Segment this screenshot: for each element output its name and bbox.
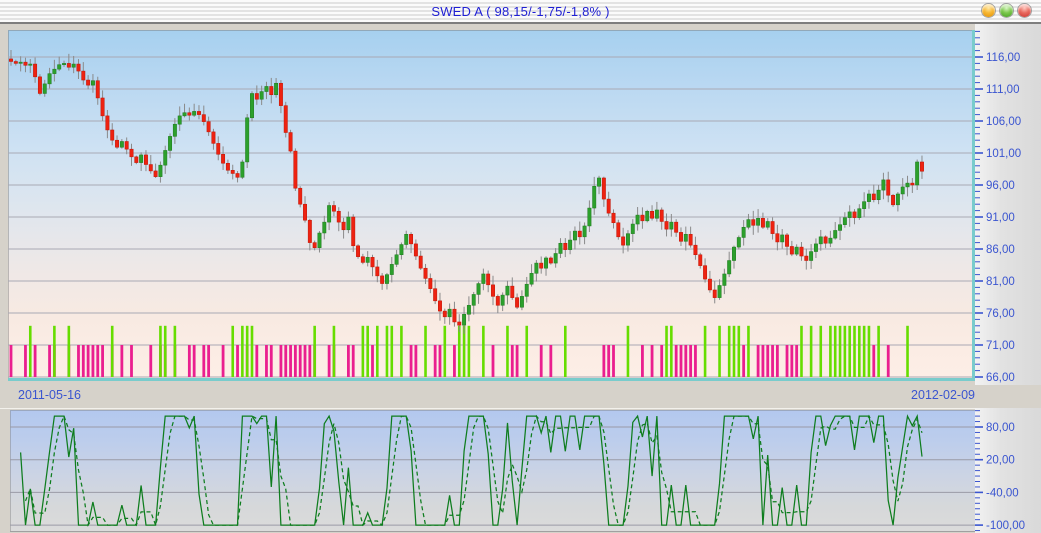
candlestick-canvas [8, 49, 972, 378]
svg-text:86,00: 86,00 [986, 244, 1015, 256]
window-title: SWED A ( 98,15/-1,75/-1,8% ) [431, 3, 610, 19]
price-chart-plot[interactable] [8, 30, 975, 381]
svg-text:-40,00: -40,00 [986, 487, 1019, 499]
oscillator-plot[interactable] [10, 410, 975, 532]
oscillator-axis-ticks: 80,00 20,00 -40,00 -100,00 [975, 410, 1025, 532]
price-axis[interactable]: 116,00 111,00 106,00 101,00 96,00 91,00 86,00 8… [975, 24, 1041, 385]
svg-text:91,00: 91,00 [986, 212, 1015, 224]
date-axis: 2011-05-16 2012-02-09 [0, 385, 1041, 409]
svg-text:101,00: 101,00 [986, 148, 1021, 160]
svg-text:106,00: 106,00 [986, 116, 1021, 128]
oscillator-axis[interactable]: 80,00 20,00 -40,00 -100,00 [975, 408, 1041, 533]
svg-text:76,00: 76,00 [986, 308, 1015, 320]
start-date-label: 2011-05-16 [18, 388, 82, 402]
minimize-button[interactable] [982, 4, 995, 17]
window-titlebar[interactable]: SWED A ( 98,15/-1,75/-1,8% ) [0, 0, 1041, 24]
end-date-label: 2012-02-09 [911, 388, 975, 402]
svg-text:80,00: 80,00 [986, 422, 1015, 434]
price-axis-ticks: 116,00 111,00 106,00 101,00 96,00 91,00 86,00 8… [975, 30, 1021, 384]
svg-text:116,00: 116,00 [986, 52, 1020, 64]
svg-text:71,00: 71,00 [986, 340, 1015, 352]
svg-text:20,00: 20,00 [986, 455, 1015, 467]
maximize-button[interactable] [1000, 4, 1013, 17]
svg-text:66,00: 66,00 [986, 372, 1015, 384]
svg-text:111,00: 111,00 [986, 84, 1019, 96]
svg-text:96,00: 96,00 [986, 180, 1015, 192]
close-button[interactable] [1018, 4, 1031, 17]
titlebar-buttons [982, 4, 1031, 17]
svg-text:-100,00: -100,00 [986, 520, 1025, 532]
svg-text:81,00: 81,00 [986, 276, 1015, 288]
oscillator-canvas [10, 413, 975, 528]
